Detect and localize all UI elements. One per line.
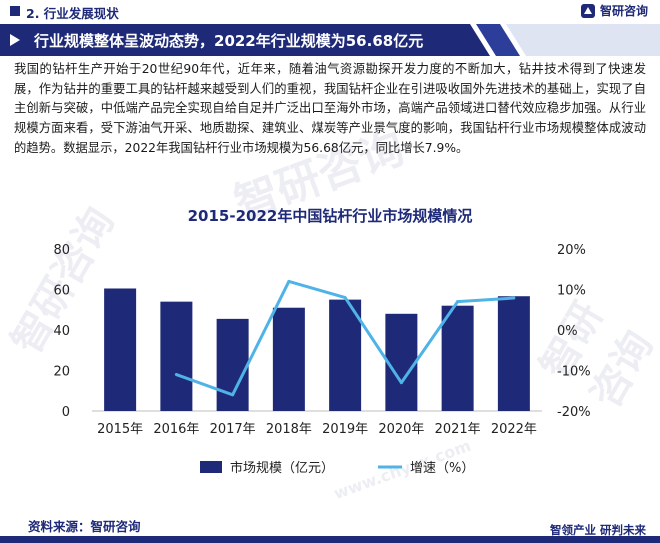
left-axis-tick: 40 [53, 324, 70, 339]
growth-rate-point [512, 296, 516, 300]
bar-market-size [216, 318, 249, 411]
x-axis-tick: 2018年 [266, 422, 312, 437]
right-axis-tick: -10% [557, 365, 591, 380]
x-axis-tick: 2022年 [491, 422, 537, 437]
brand-logo: 智研咨询 [580, 2, 648, 19]
bar-market-size [104, 288, 137, 411]
left-axis-tick: 20 [53, 365, 70, 380]
x-axis-tick: 2020年 [378, 422, 424, 437]
right-axis-tick: 0% [557, 324, 578, 339]
section-marker [10, 6, 20, 16]
legend-label-line: 增速（%） [410, 461, 474, 476]
x-axis-tick: 2017年 [210, 422, 256, 437]
title-banner: 行业规模整体呈波动态势，2022年行业规模为56.68亿元 [0, 24, 660, 56]
bar-market-size [441, 305, 474, 411]
bar-market-size [160, 301, 193, 411]
top-bar: 2. 行业发展现状 智研咨询 [0, 0, 660, 22]
growth-rate-point [399, 381, 403, 385]
left-axis-tick: 80 [53, 243, 70, 258]
x-axis-tick: 2016年 [153, 422, 199, 437]
footer: 资料来源：智研咨询 智领产业 研判未来 [0, 504, 660, 543]
banner-title: 行业规模整体呈波动态势，2022年行业规模为56.68亿元 [34, 32, 424, 50]
legend-label-bar: 市场规模（亿元） [230, 460, 334, 476]
growth-rate-point [287, 279, 291, 283]
market-size-chart: 2015-2022年中国钻杆行业市场规模情况 0 20 40 60 80 -20% -10… [53, 207, 591, 476]
footer-slogan: 智领产业 研判未来 [549, 523, 646, 537]
bar-market-size [272, 307, 305, 411]
bar-market-size [497, 296, 530, 411]
chart-title: 2015-2022年中国钻杆行业市场规模情况 [188, 207, 473, 225]
growth-rate-point [456, 300, 460, 304]
x-axis-tick: 2019年 [322, 422, 368, 437]
source-note: 资料来源：智研咨询 [28, 519, 141, 534]
left-axis-tick: 0 [62, 405, 70, 420]
bar-market-size [385, 313, 418, 411]
growth-rate-point [231, 393, 235, 397]
right-axis-tick: 20% [557, 243, 586, 258]
x-axis-tick: 2015年 [97, 422, 143, 437]
growth-rate-point [174, 373, 178, 377]
chart-legend: 市场规模（亿元） 增速（%） [200, 460, 474, 476]
growth-rate-point [343, 296, 347, 300]
left-axis-tick: 60 [53, 284, 70, 299]
legend-swatch-bar [200, 461, 222, 473]
title-banner-shape [0, 24, 660, 56]
section-title: 2. 行业发展现状 [26, 6, 119, 21]
right-axis-tick: -20% [557, 405, 591, 420]
brand-logo-icon [580, 3, 595, 18]
bar-market-size [329, 299, 362, 411]
body-paragraph: 我国的钻杆生产开始于20世纪90年代，近年来，随着油气资源勘探开发力度的不断加大… [14, 62, 646, 155]
footer-bar [0, 536, 660, 543]
right-axis-tick: 10% [557, 284, 586, 299]
brand-logo-text: 智研咨询 [599, 4, 648, 18]
x-axis-tick: 2021年 [435, 422, 481, 437]
